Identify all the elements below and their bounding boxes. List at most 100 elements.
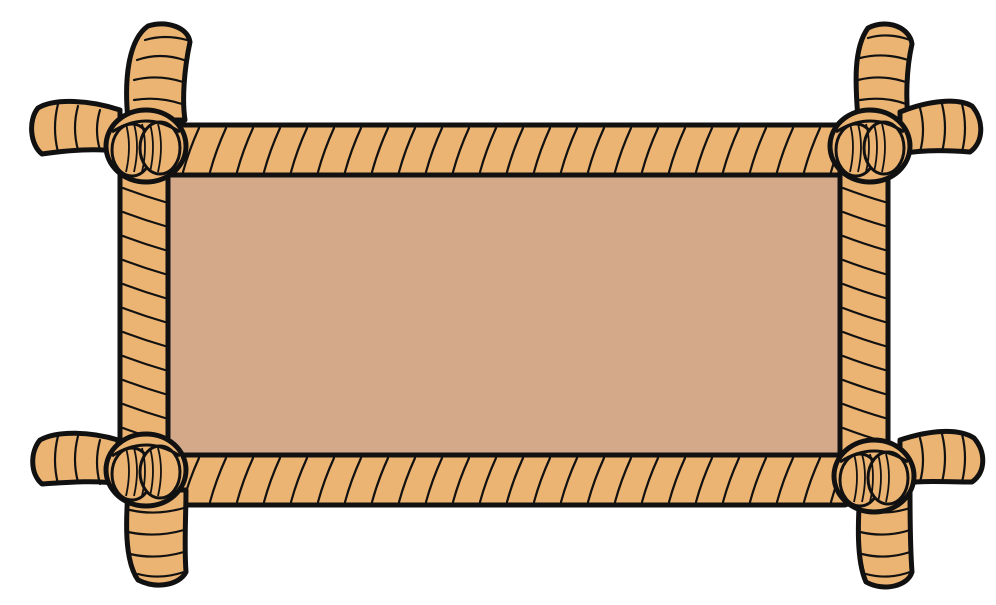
rope-right-twist <box>841 210 887 228</box>
rope-right-twist <box>841 282 887 300</box>
rope-end-top-right-side-twist <box>960 102 967 154</box>
rope-top-twist <box>586 126 606 174</box>
rope-right-twist <box>841 330 887 348</box>
knot-bottom-right-strand <box>861 453 866 503</box>
rope-knots <box>103 107 917 515</box>
rope-top-twist <box>235 126 255 174</box>
rope-end-top-left-up-twist <box>135 54 186 62</box>
rope-right-twist <box>841 234 887 252</box>
rope-left-twist <box>121 210 167 228</box>
rope-end-top-left-up-twist <box>132 97 184 106</box>
knot-bottom-left-strand <box>149 447 154 497</box>
knot-top-left-strand <box>149 123 154 173</box>
rope-top-twist <box>208 126 228 174</box>
rope-end-top-right-up <box>853 21 915 123</box>
rope-end-top-right-side <box>897 98 984 157</box>
rope-top-twist <box>424 126 444 174</box>
knot-top-left-strand <box>133 123 138 173</box>
rope-bottom-twist <box>667 456 687 504</box>
rope-left-twist <box>121 306 167 324</box>
rope-end-bottom-right-side-twist <box>918 436 925 484</box>
rope-end-top-left-up-twist <box>143 35 189 42</box>
rope-bottom-twist <box>235 456 255 504</box>
rope-top-twist <box>775 126 795 174</box>
rope-bottom-twist <box>343 456 363 504</box>
knot-bottom-right-strand <box>877 453 882 503</box>
knot-bottom-right-strand <box>885 453 890 503</box>
rope-bottom-twist <box>694 456 714 504</box>
rope-end-top-right-up-twist <box>856 76 908 84</box>
rope-bottom-twist <box>424 456 444 504</box>
rope-top-twist <box>532 126 552 174</box>
rope-top-twist <box>181 126 201 174</box>
rope-bottom-twist <box>505 456 525 504</box>
rope-left-twist <box>121 186 167 204</box>
knot-bottom-left-strand <box>141 447 146 497</box>
rope-top-twist <box>316 126 336 174</box>
rope-bottom-twist <box>640 456 660 504</box>
rope-bottom-twist <box>613 456 633 504</box>
knot-top-right <box>827 107 913 185</box>
rope-end-bottom-right-down-twist <box>860 550 912 558</box>
rope-end-bottom-right-side-twist <box>960 432 967 484</box>
knot-top-right-wrap <box>835 119 905 134</box>
rope-bottom-twist <box>478 456 498 504</box>
rope-top-twist <box>289 126 309 174</box>
rope-top-twist <box>667 126 687 174</box>
rope-top-body <box>147 122 853 178</box>
rope-bottom-twist <box>289 456 309 504</box>
rope-end-top-left-up <box>124 21 193 123</box>
rope-top-twist <box>478 126 498 174</box>
knot-top-left-strand <box>141 123 146 173</box>
rope-top-twist <box>640 126 660 174</box>
knot-bottom-right-wrap <box>839 449 909 464</box>
knot-bottom-right <box>831 437 917 515</box>
rope-end-top-left-up-body <box>124 21 193 123</box>
rope-top-twist <box>802 126 822 174</box>
rope-bottom-twist <box>775 456 795 504</box>
knot-bottom-left-strand <box>125 447 130 497</box>
rope-right-twist <box>841 402 887 420</box>
rope-end-top-right-side-body <box>897 98 984 157</box>
rope-end-bottom-right-side-twist <box>940 432 947 484</box>
rope-bottom-twist <box>802 456 822 504</box>
rope-bottom-twist <box>532 456 552 504</box>
rope-bottom-twist <box>397 456 417 504</box>
rope-left-twist <box>121 234 167 252</box>
knot-top-left-wrap <box>111 119 181 134</box>
rope-top-twist <box>559 126 579 174</box>
rope-top <box>147 122 853 178</box>
rope-left-twist <box>121 354 167 372</box>
knot-top-right-strand <box>865 123 870 173</box>
rope-right-twist <box>841 378 887 396</box>
rope-top-twist <box>397 126 417 174</box>
knot-top-right-strand <box>857 123 862 173</box>
knot-bottom-right-strand <box>853 453 858 503</box>
rope-top-twist <box>343 126 363 174</box>
rope-end-top-right-side-twist <box>918 106 925 154</box>
rope-end-top-left-side <box>29 99 123 157</box>
rope-end-top-left-up-twist <box>132 76 185 84</box>
rope-left-twist <box>121 282 167 300</box>
rope-bottom-twist <box>262 456 282 504</box>
rope-ends <box>29 21 986 590</box>
rope-right-twist <box>841 354 887 372</box>
knot-bottom-right-strand <box>869 453 874 503</box>
rope-bottom-twist <box>721 456 741 504</box>
rope-left-twist <box>121 258 167 276</box>
rope-bottom-twist <box>748 456 768 504</box>
rope-bottom-twist <box>316 456 336 504</box>
rope-left-twist <box>121 378 167 396</box>
knot-top-left-strand <box>157 123 162 173</box>
rope-bottom-body <box>147 452 853 508</box>
rope-end-bottom-right-down-twist <box>858 528 912 536</box>
knot-top-right-strand <box>873 123 878 173</box>
rope-top-twist <box>262 126 282 174</box>
rope-end-bottom-left-side-twist <box>73 434 80 484</box>
rope-end-bottom-left-side-twist <box>95 438 102 486</box>
rope-end-top-right-up-body <box>853 21 915 123</box>
knot-bottom-left-wrap <box>111 443 181 458</box>
rope-bottom-twist <box>208 456 228 504</box>
rope-top-twist <box>451 126 471 174</box>
